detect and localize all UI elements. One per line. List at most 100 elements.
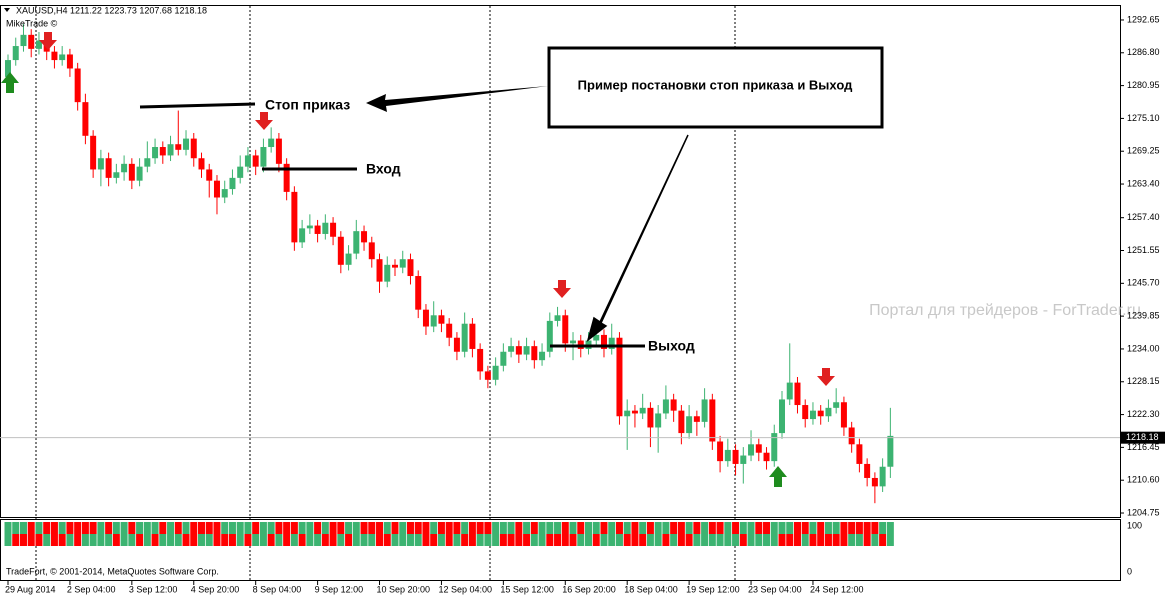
indicator-bar [74, 534, 82, 546]
indicator-bar [414, 522, 422, 534]
indicator-bar [523, 534, 531, 546]
candle-body [368, 242, 375, 260]
indicator-bar [143, 534, 151, 546]
callout-arrow [586, 134, 689, 342]
y-tick-label: 1239.85 [1127, 311, 1160, 321]
indicator-bar [4, 522, 12, 534]
indicator-bar [840, 534, 848, 546]
indicator-bar [739, 522, 747, 534]
indicator-bar [112, 534, 120, 546]
candle-body [686, 416, 693, 434]
indicator-bar [283, 534, 291, 546]
indicator-bar [755, 522, 763, 534]
indicator-bar [670, 522, 678, 534]
indicator-bar [314, 534, 322, 546]
indicator-bar [105, 534, 113, 546]
indicator-bar [724, 534, 732, 546]
indicator-bar [515, 534, 523, 546]
candle-body [864, 463, 871, 478]
indicator-bar [615, 534, 623, 546]
indicator-bar [422, 534, 430, 546]
candle-body [82, 102, 89, 136]
indicator-bar [213, 534, 221, 546]
indicator-bar [639, 534, 647, 546]
copyright: TradeFort, © 2001-2014, MetaQuotes Softw… [6, 566, 219, 576]
y-tick-label: 1280.95 [1127, 80, 1160, 90]
indicator-bar [399, 522, 407, 534]
candle-body [407, 259, 414, 277]
indicator-bar [182, 522, 190, 534]
indicator-bar [461, 522, 469, 534]
indicator-bar [27, 534, 35, 546]
candle-body [616, 337, 623, 417]
indicator-bar [608, 534, 616, 546]
indicator-bar [523, 522, 531, 534]
indicator-bar [615, 522, 623, 534]
candle-body [755, 444, 762, 453]
indicator-bar [314, 522, 322, 534]
indicator-bar [221, 522, 229, 534]
indicator-tick-label: 100 [1127, 520, 1142, 530]
indicator-bar [360, 534, 368, 546]
candle-body [175, 144, 182, 150]
indicator-bar [283, 522, 291, 534]
indicator-bar [824, 534, 832, 546]
indicator-bar [430, 534, 438, 546]
indicator-bar [12, 534, 20, 546]
indicator-bar [174, 534, 182, 546]
indicator-bar [453, 534, 461, 546]
indicator-bar [414, 534, 422, 546]
indicator-bar [793, 522, 801, 534]
indicator [4, 522, 894, 546]
candle-body [508, 346, 515, 352]
candle-body [90, 135, 97, 170]
x-tick-label: 29 Aug 2014 [5, 584, 56, 594]
y-tick-label: 1275.10 [1127, 113, 1160, 123]
indicator-bar [739, 534, 747, 546]
candle-body [51, 51, 58, 61]
x-tick-label: 19 Sep 12:00 [686, 584, 740, 594]
indicator-bar [406, 522, 414, 534]
candle-body [833, 402, 840, 408]
candle-body [840, 402, 847, 428]
indicator-bar [871, 534, 879, 546]
candle-body [121, 163, 128, 173]
indicator-bar [592, 534, 600, 546]
indicator-bar [577, 522, 585, 534]
indicator-bar [89, 534, 97, 546]
candle-body [399, 259, 406, 268]
x-tick-label: 16 Sep 20:00 [562, 584, 616, 594]
indicator-bar [484, 534, 492, 546]
indicator-bar [561, 534, 569, 546]
indicator-bar [724, 522, 732, 534]
indicator-bar [112, 522, 120, 534]
indicator-bar [716, 534, 724, 546]
indicator-bar [290, 534, 298, 546]
indicator-bar [600, 534, 608, 546]
indicator-bar [4, 534, 12, 546]
x-tick-label: 18 Sep 04:00 [624, 584, 678, 594]
candle-body [306, 225, 313, 229]
candle-body [66, 54, 73, 69]
candle-body [12, 46, 19, 61]
indicator-bar [167, 522, 175, 534]
candle-body [113, 172, 120, 178]
indicator-bar [236, 534, 244, 546]
candle-body [20, 34, 27, 47]
indicator-bar [855, 534, 863, 546]
candle-body [229, 177, 236, 190]
indicator-bar [848, 534, 856, 546]
callout-text: Пример постановки стоп приказа и Выход [578, 77, 853, 92]
indicator-bar [43, 534, 51, 546]
indicator-bar [290, 522, 298, 534]
candle-body [422, 309, 429, 327]
candle-body [353, 231, 360, 254]
indicator-bar [406, 534, 414, 546]
indicator-bar [298, 522, 306, 534]
indicator-bar [244, 522, 252, 534]
candle-body [794, 382, 801, 406]
candle-body [871, 477, 878, 487]
indicator-bar [306, 522, 314, 534]
y-tick-label: 1245.70 [1127, 278, 1160, 288]
indicator-bar [662, 522, 670, 534]
